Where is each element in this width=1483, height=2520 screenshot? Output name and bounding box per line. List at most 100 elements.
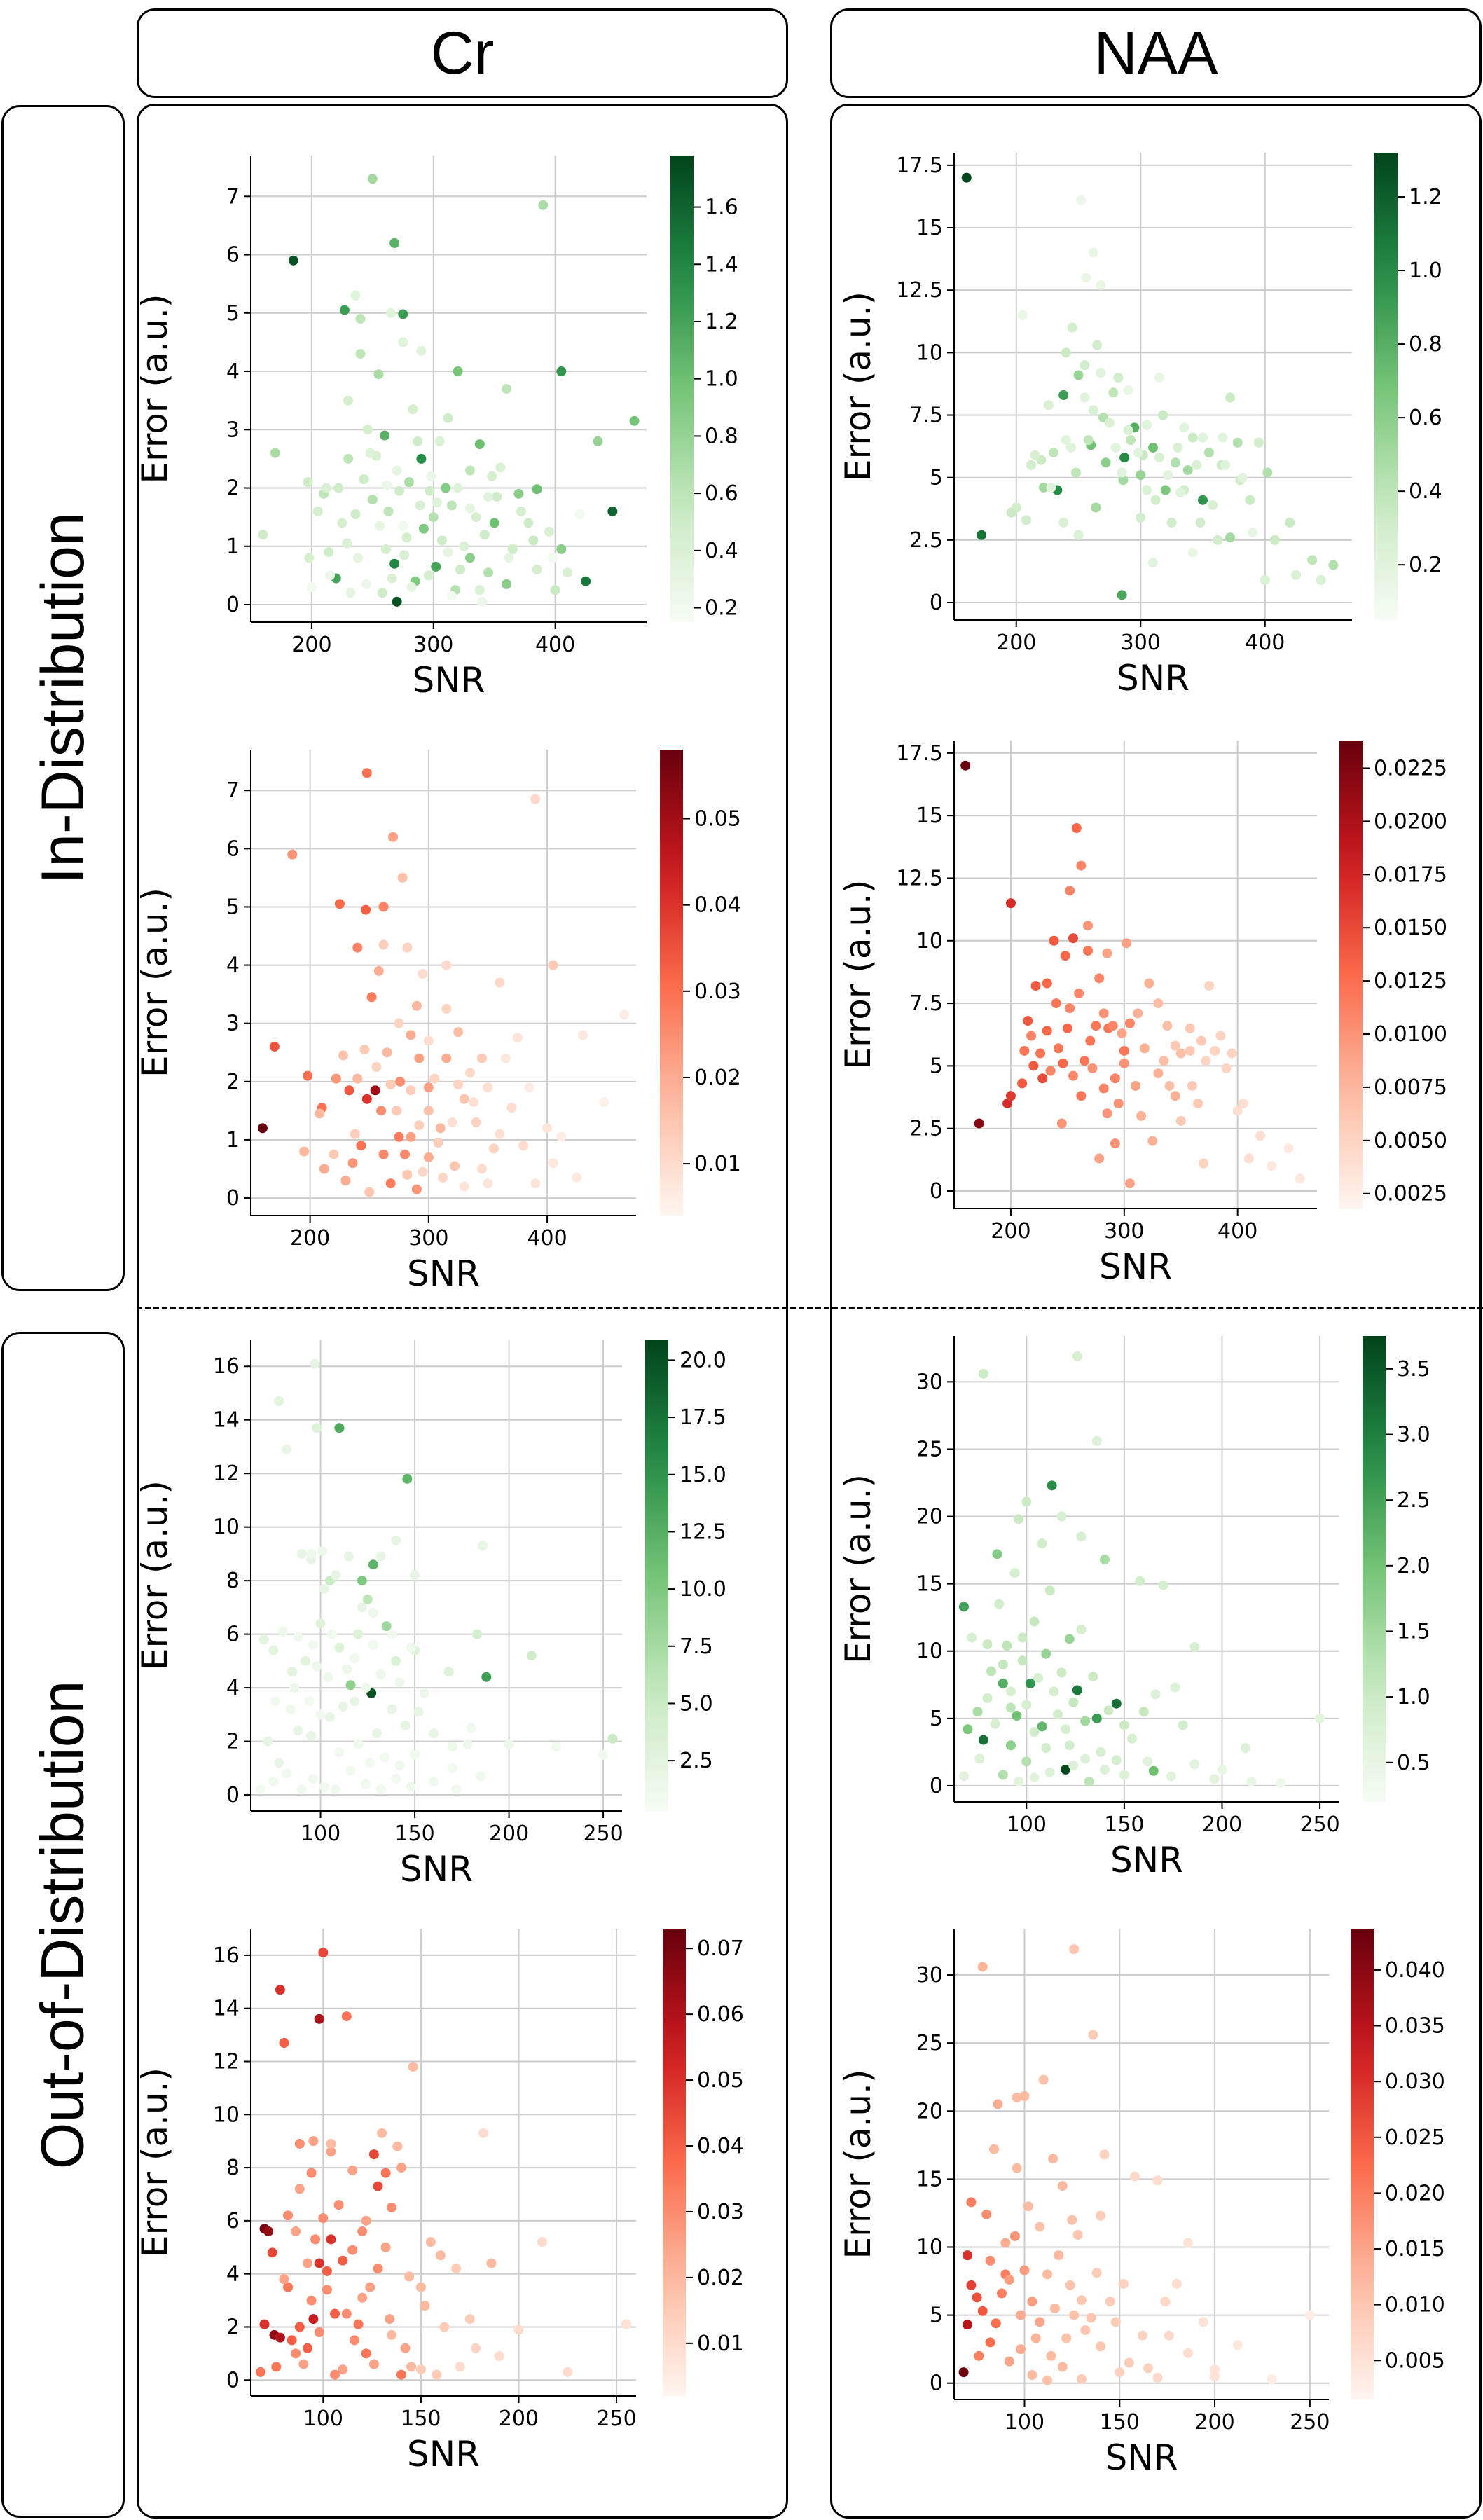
chart-naa-ood-red-x-tick-label: 100	[1005, 2410, 1044, 2435]
chart-naa-id-green-point	[1021, 515, 1031, 525]
chart-cr-ood-red-point	[287, 2335, 297, 2346]
chart-cr-ood-red-point	[283, 2210, 294, 2221]
chart-cr-ood-green-point	[357, 1602, 367, 1613]
chart-cr-id-red-point	[394, 1131, 404, 1142]
chart-cr-ood-green-y-tick-label: 0	[226, 1783, 240, 1808]
chart-naa-ood-green-point	[1084, 1777, 1094, 1787]
chart-naa-id-red-x-tick-label: 400	[1218, 1219, 1257, 1244]
chart-cr-id-red-point	[269, 1041, 280, 1052]
chart-cr-id-red-point	[530, 794, 541, 804]
chart-naa-id-green-colorbar	[1374, 153, 1398, 620]
chart-cr-ood-red-x-tick-label: 250	[596, 2407, 636, 2431]
chart-cr-ood-green-point	[315, 1709, 326, 1720]
chart-naa-ood-green-point	[1056, 1511, 1067, 1522]
chart-cr-id-green-point	[361, 579, 372, 589]
chart-cr-id-green-point	[270, 448, 280, 458]
chart-cr-id-green-point	[563, 567, 572, 578]
chart-naa-ood-red-point	[1061, 2333, 1072, 2343]
chart-naa-id-green-point	[1080, 360, 1090, 371]
chart-cr-id-green-point	[487, 471, 497, 481]
chart-cr-id-red-point	[441, 1053, 452, 1063]
row-header-in-distribution: In-Distribution	[1, 105, 125, 1291]
chart-cr-ood-green-x-tick-label: 100	[301, 1822, 340, 1846]
chart-cr-ood-green-point	[364, 1758, 375, 1768]
chart-naa-id-green-y-tick-label: 17.5	[896, 153, 943, 178]
chart-cr-id-green-point	[607, 506, 618, 516]
chart-cr-id-green-point	[367, 495, 378, 505]
chart-cr-id-green-point	[345, 588, 356, 598]
chart-naa-ood-red-y-tick-label: 10	[916, 2235, 943, 2259]
chart-cr-ood-green-point	[343, 1551, 354, 1562]
chart-naa-id-red-y-tick-label: 12.5	[896, 866, 943, 890]
chart-naa-id-red-point	[1147, 1136, 1158, 1146]
chart-naa-id-red-point	[1080, 1056, 1090, 1066]
chart-naa-id-red-colorbar-tick-label: 0.0225	[1374, 756, 1447, 780]
chart-cr-ood-green-point	[353, 1629, 364, 1639]
chart-cr-id-green-point	[516, 506, 526, 516]
chart-naa-ood-red-point	[993, 2099, 1003, 2109]
chart-naa-id-green-point	[1160, 485, 1171, 495]
chart-cr-ood-red-point	[314, 2327, 324, 2338]
chart-cr-id-green-point	[532, 484, 542, 495]
chart-cr-id-red-colorbar-tick-label: 0.04	[694, 893, 741, 918]
chart-cr-ood-red-point	[314, 2258, 324, 2268]
chart-cr-id-green-colorbar	[670, 156, 694, 622]
chart-cr-id-red-point	[406, 1030, 416, 1040]
chart-naa-ood-green-y-tick-label: 10	[916, 1639, 943, 1664]
chart-cr-ood-green-point	[368, 1608, 378, 1618]
chart-cr-id-red-point	[303, 1070, 313, 1081]
chart-cr-id-red-point	[512, 1033, 523, 1043]
chart-naa-id-green-point	[1123, 425, 1133, 435]
chart-naa-id-red-x-axis-label: SNR	[1099, 1246, 1172, 1287]
chart-cr-ood-green-colorbar-tick-label: 15.0	[680, 1463, 726, 1487]
chart-naa-id-red-colorbar-tick-label: 0.0050	[1374, 1129, 1447, 1153]
chart-naa-id-green-point	[1163, 470, 1173, 481]
chart-naa-id-red-point	[1153, 998, 1164, 1009]
chart-cr-id-red-point	[402, 942, 413, 953]
chart-cr-ood-red-x-tick-label: 100	[303, 2407, 343, 2431]
chart-naa-ood-green-point	[1021, 1700, 1032, 1710]
chart-naa-ood-green-point	[967, 1632, 977, 1643]
chart-cr-ood-green-point	[293, 1726, 303, 1736]
chart-naa-ood-green-point	[1061, 1724, 1071, 1735]
chart-naa-ood-green-point	[990, 1719, 1000, 1729]
chart-cr-ood-green-point	[381, 1621, 392, 1632]
chart-naa-ood-green-point	[1029, 1772, 1040, 1783]
chart-cr-ood-green-point	[598, 1749, 609, 1760]
chart-cr-ood-green-point	[312, 1423, 322, 1433]
chart-naa-ood-green-point	[1068, 1761, 1079, 1771]
chart-naa-id-red-point	[1113, 1098, 1124, 1108]
chart-naa-id-red-point	[1139, 1043, 1150, 1054]
chart-naa-ood-red-point	[977, 1962, 988, 1972]
column-header-cr-label: Cr	[430, 19, 495, 87]
chart-naa-ood-red-point	[1171, 2278, 1182, 2289]
chart-cr-ood-green-point	[443, 1667, 454, 1677]
chart-cr-id-green-point	[443, 547, 453, 558]
chart-cr-ood-red-point	[387, 2329, 397, 2340]
chart-naa-id-green-point	[1091, 502, 1101, 513]
chart-cr-ood-red-point	[432, 2369, 442, 2380]
chart-cr-id-green-point	[528, 535, 539, 546]
chart-cr-id-red-point	[397, 872, 408, 883]
chart-naa-ood-green-point	[982, 1693, 993, 1704]
chart-cr-ood-green-point	[268, 1776, 279, 1786]
chart-naa-ood-red-colorbar	[1351, 1929, 1374, 2399]
chart-naa-id-green-y-tick-label: 15	[916, 216, 943, 240]
chart-cr-ood-red-point	[357, 2226, 368, 2237]
chart-naa-id-red-point	[1083, 946, 1094, 956]
chart-naa-id-green-y-axis-label: Error (a.u.)	[838, 291, 878, 481]
chart-cr-id-green-point	[355, 314, 366, 324]
naa-in-distribution-green-scatter: 200 300 400 0 2.5 5 7.5 10 12.5 15 17.5 SNR Error (a…	[838, 153, 1442, 698]
chart-cr-ood-red-point	[400, 2343, 411, 2353]
chart-naa-ood-red-point	[958, 2367, 969, 2378]
chart-naa-ood-red-point	[1004, 2356, 1014, 2367]
chart-naa-id-red-point	[1110, 1138, 1120, 1149]
chart-naa-id-red-point	[974, 1118, 984, 1129]
chart-cr-id-green-point	[342, 538, 352, 549]
chart-cr-id-red-point	[299, 1146, 310, 1157]
chart-cr-ood-green-point	[375, 1669, 386, 1679]
chart-naa-ood-green-point	[1119, 1770, 1129, 1780]
chart-cr-id-green-point	[258, 530, 268, 540]
chart-cr-id-green-point	[359, 474, 369, 485]
chart-cr-ood-red-point	[408, 2062, 418, 2072]
